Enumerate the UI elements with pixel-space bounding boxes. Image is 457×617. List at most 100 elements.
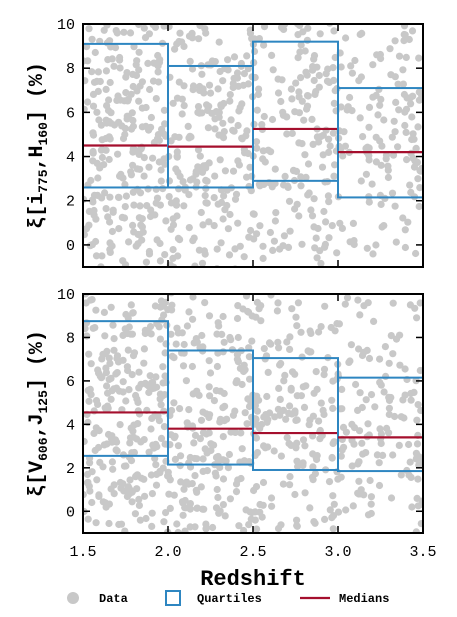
data-point: [296, 11, 303, 18]
data-point: [330, 500, 338, 508]
data-point: [196, 24, 204, 30]
data-point: [219, 404, 227, 412]
data-point: [129, 116, 137, 125]
data-point: [389, 350, 397, 358]
data-point: [126, 439, 134, 447]
data-point: [109, 208, 117, 216]
data-point: [209, 523, 217, 532]
data-point: [234, 82, 242, 90]
data-point: [213, 330, 221, 338]
data-point: [89, 198, 97, 206]
data-point: [347, 62, 355, 70]
data-point: [85, 221, 93, 229]
data-point: [108, 227, 116, 236]
data-point: [197, 208, 205, 217]
data-point: [414, 475, 422, 483]
data-point: [369, 61, 377, 69]
data-point: [303, 102, 312, 110]
data-point: [357, 73, 365, 81]
data-point: [114, 358, 123, 366]
data-point: [309, 63, 317, 71]
data-point: [396, 361, 404, 369]
data-point: [224, 225, 232, 233]
data-point: [240, 457, 248, 465]
data-point: [130, 201, 138, 209]
data-point: [291, 108, 299, 116]
data-point: [237, 474, 245, 483]
data-point: [107, 119, 115, 127]
data-point: [188, 30, 196, 39]
data-point: [85, 482, 93, 490]
data-point: [125, 238, 133, 246]
data-point: [342, 506, 350, 514]
data-point: [417, 406, 423, 415]
data-point: [372, 241, 380, 249]
data-point: [326, 142, 334, 150]
data-point: [130, 448, 138, 457]
data-point: [414, 123, 422, 131]
data-point: [279, 111, 287, 119]
data-point: [374, 111, 382, 119]
data-point: [138, 236, 146, 244]
data-point: [372, 158, 380, 166]
data-point: [415, 54, 423, 62]
data-point: [200, 89, 208, 97]
data-point: [156, 239, 164, 248]
data-point: [322, 218, 330, 226]
data-point: [274, 89, 283, 97]
data-point: [107, 303, 115, 311]
data-point: [132, 61, 140, 69]
data-point: [309, 463, 317, 471]
data-point: [179, 178, 187, 186]
data-point: [152, 373, 160, 381]
data-point: [358, 29, 366, 37]
data-point: [317, 323, 325, 331]
data-point: [317, 399, 325, 407]
data-point: [107, 485, 115, 493]
data-point: [411, 157, 419, 165]
data-point: [387, 332, 395, 340]
data-point: [331, 327, 339, 335]
data-point: [145, 163, 153, 171]
data-point: [166, 504, 174, 512]
data-point: [133, 165, 141, 173]
data-point: [222, 457, 230, 465]
data-point: [139, 228, 147, 236]
data-point: [216, 507, 224, 515]
data-point: [394, 80, 402, 88]
data-point: [305, 421, 313, 429]
data-point: [343, 294, 352, 302]
data-point: [186, 500, 194, 508]
data-point: [181, 527, 189, 533]
data-point: [95, 492, 103, 500]
data-point: [323, 77, 332, 85]
data-point: [408, 503, 416, 511]
data-point: [158, 13, 165, 20]
data-point: [292, 444, 300, 452]
data-point: [369, 250, 377, 258]
data-point: [194, 103, 203, 111]
data-point: [234, 121, 242, 130]
data-point: [312, 234, 320, 242]
data-point: [236, 242, 244, 250]
data-point: [293, 516, 301, 524]
data-point: [316, 30, 324, 38]
legend: Data Quartiles Medians: [67, 590, 389, 606]
data-point: [403, 156, 411, 164]
data-point: [238, 135, 246, 143]
data-point: [145, 388, 153, 397]
data-point: [88, 68, 96, 76]
data-point: [83, 470, 92, 478]
data-point: [267, 494, 276, 502]
data-point: [116, 64, 124, 72]
data-point: [206, 89, 215, 97]
data-point: [86, 459, 94, 467]
data-point: [129, 427, 137, 435]
data-point: [274, 299, 282, 307]
data-point: [172, 201, 181, 209]
data-point: [146, 323, 155, 331]
data-point: [299, 383, 307, 391]
data-point: [232, 480, 241, 488]
data-point: [140, 345, 148, 353]
data-point: [157, 297, 165, 305]
